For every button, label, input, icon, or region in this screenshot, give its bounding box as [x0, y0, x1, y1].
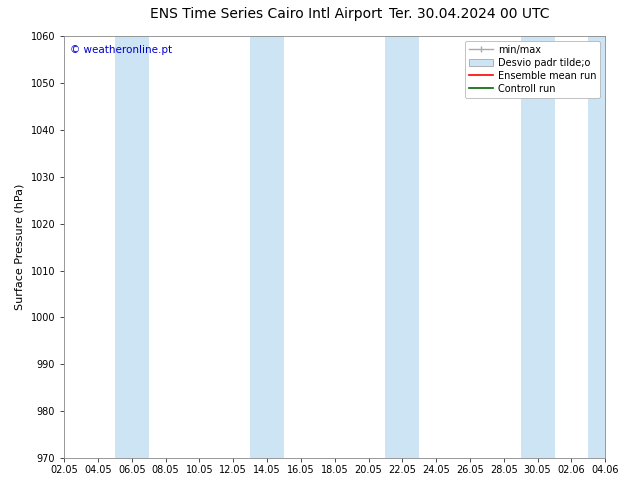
- Bar: [385, 36, 419, 458]
- Text: ENS Time Series Cairo Intl Airport: ENS Time Series Cairo Intl Airport: [150, 7, 382, 22]
- Text: Ter. 30.04.2024 00 UTC: Ter. 30.04.2024 00 UTC: [389, 7, 550, 22]
- Legend: min/max, Desvio padr tilde;o, Ensemble mean run, Controll run: min/max, Desvio padr tilde;o, Ensemble m…: [465, 41, 600, 98]
- Bar: [521, 36, 555, 458]
- Bar: [115, 36, 149, 458]
- Text: © weatheronline.pt: © weatheronline.pt: [70, 45, 172, 54]
- Y-axis label: Surface Pressure (hPa): Surface Pressure (hPa): [15, 184, 25, 310]
- Bar: [588, 36, 622, 458]
- Bar: [250, 36, 284, 458]
